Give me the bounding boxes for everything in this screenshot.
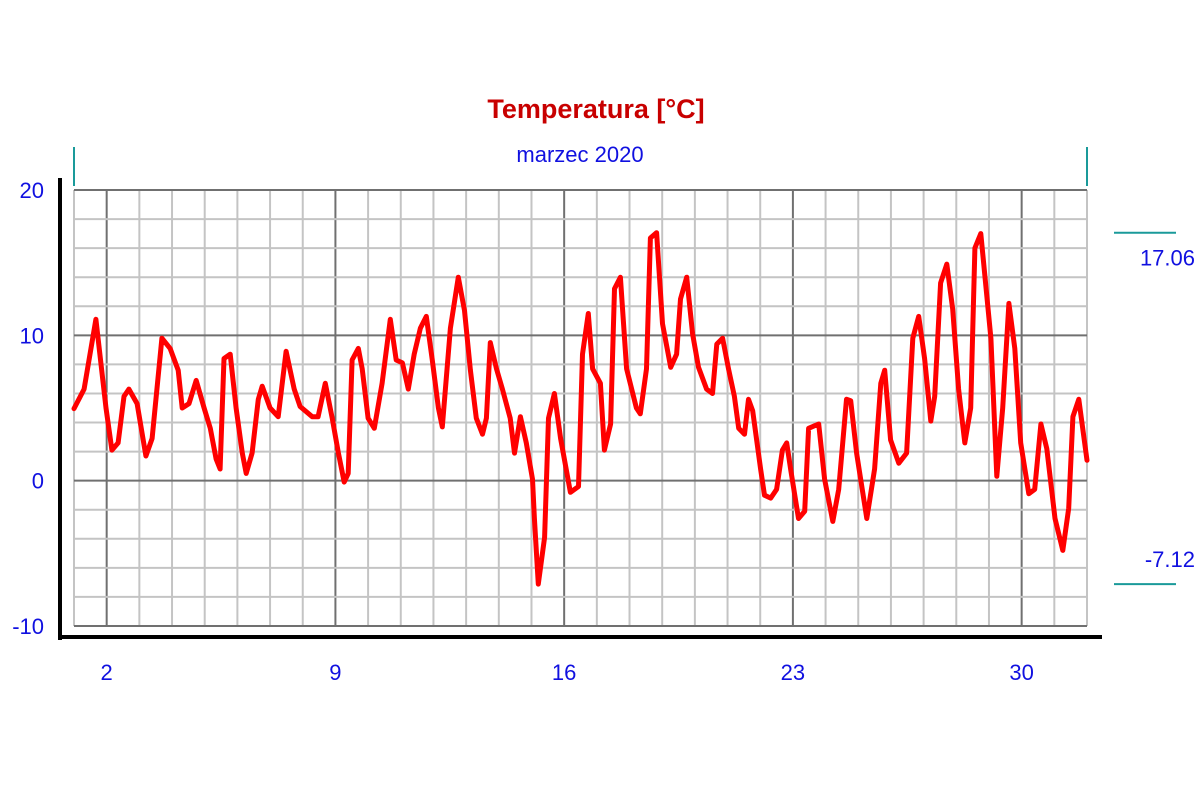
axes <box>58 178 1102 640</box>
y-tick-label: 10 <box>20 323 44 348</box>
x-tick-label: 2 <box>101 660 113 685</box>
x-tick-label: 30 <box>1009 660 1033 685</box>
grid <box>73 189 1088 627</box>
chart-title: Temperatura [°C] <box>487 94 704 124</box>
max-label: 17.06 <box>1140 246 1195 271</box>
y-tick-label: -10 <box>12 614 44 639</box>
y-tick-labels: 20 10 0 -10 <box>12 178 44 639</box>
temperature-line <box>71 230 1090 587</box>
x-tick-label: 9 <box>329 660 341 685</box>
y-tick-label: 0 <box>32 469 44 494</box>
chart-subtitle: marzec 2020 <box>516 142 643 167</box>
extremes: 17.06 -7.12 <box>1114 231 1195 586</box>
x-tick-labels: 2 9 16 23 30 <box>101 660 1034 685</box>
y-tick-label: 20 <box>20 178 44 203</box>
min-label: -7.12 <box>1145 547 1195 572</box>
x-tick-label: 16 <box>552 660 576 685</box>
x-tick-label: 23 <box>781 660 805 685</box>
